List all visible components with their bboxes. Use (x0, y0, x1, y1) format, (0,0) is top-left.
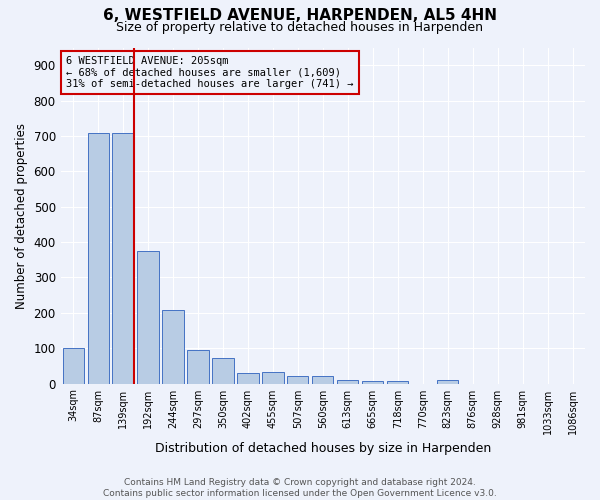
Bar (312, 376, 334, 384)
X-axis label: Distribution of detached houses by size in Harpenden: Distribution of detached houses by size … (155, 442, 491, 455)
Bar (387, 381, 409, 384)
Bar (187, 350, 209, 384)
Bar (137, 251, 158, 384)
Text: Contains HM Land Registry data © Crown copyright and database right 2024.
Contai: Contains HM Land Registry data © Crown c… (103, 478, 497, 498)
Text: Size of property relative to detached houses in Harpenden: Size of property relative to detached ho… (116, 21, 484, 34)
Y-axis label: Number of detached properties: Number of detached properties (15, 122, 28, 308)
Bar (112, 134, 134, 384)
Bar (212, 358, 233, 384)
Bar (88, 134, 109, 384)
Bar (337, 380, 358, 384)
Text: 6 WESTFIELD AVENUE: 205sqm
← 68% of detached houses are smaller (1,609)
31% of s: 6 WESTFIELD AVENUE: 205sqm ← 68% of deta… (66, 56, 353, 89)
Bar (163, 310, 184, 384)
Bar (287, 376, 308, 384)
Bar (238, 373, 259, 384)
Bar (262, 372, 284, 384)
Bar (62, 348, 84, 384)
Text: 6, WESTFIELD AVENUE, HARPENDEN, AL5 4HN: 6, WESTFIELD AVENUE, HARPENDEN, AL5 4HN (103, 8, 497, 22)
Bar (362, 381, 383, 384)
Bar (437, 380, 458, 384)
